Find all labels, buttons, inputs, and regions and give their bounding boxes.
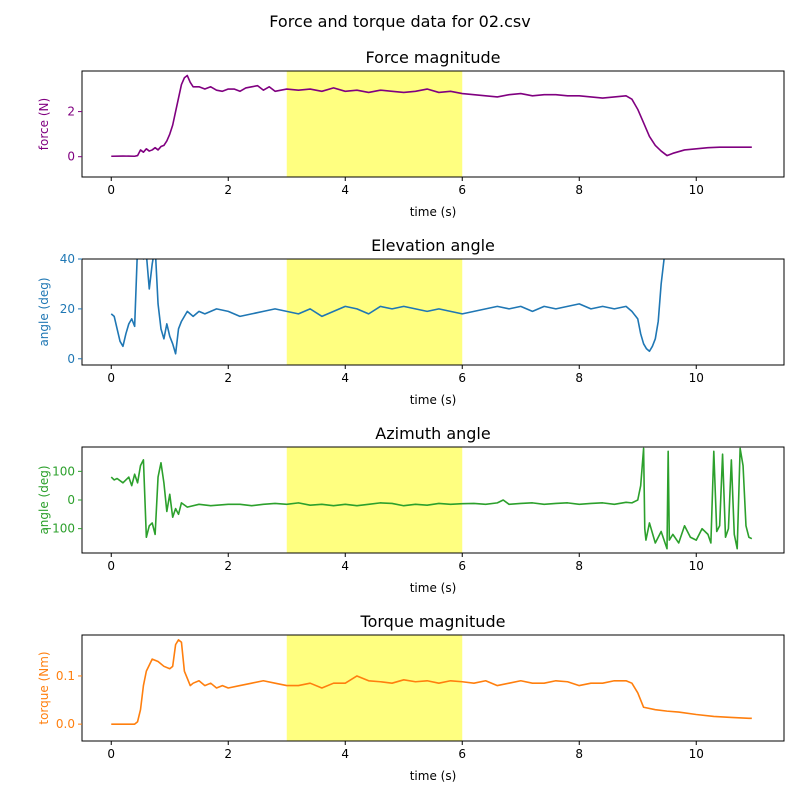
y-tick-label: 0 [67, 150, 75, 164]
x-tick-label: 2 [224, 371, 232, 385]
plot-frame [81, 258, 785, 366]
x-tick-label: 0 [107, 747, 115, 761]
x-tick-label: 10 [689, 747, 704, 761]
subplot-3: Azimuth angle 0 2 4 6 8 10 time (s) 100 0 −100angl… [37, 424, 785, 595]
plot-frame [81, 70, 785, 178]
y-tick-label: 40 [60, 252, 75, 266]
series-line-1 [110, 259, 665, 355]
y-tick-label: 20 [60, 302, 75, 316]
subplot-title: Torque magnitude [360, 612, 506, 631]
x-axis-label: time (s) [410, 769, 457, 783]
y-tick-label: 0.1 [56, 669, 75, 683]
x-axis-label: time (s) [410, 581, 457, 595]
x-tick-label: 0 [107, 183, 115, 197]
x-tick-label: 0 [107, 559, 115, 573]
y-tick-label: 100 [52, 464, 75, 478]
x-tick-label: 6 [458, 559, 466, 573]
x-tick-label: 2 [224, 183, 232, 197]
x-tick-label: 0 [107, 371, 115, 385]
y-axis-label: force (N) [37, 98, 51, 150]
highlight-span [286, 71, 463, 177]
x-tick-label: 4 [341, 183, 349, 197]
y-tick-label: −100 [42, 522, 75, 536]
x-tick-label: 10 [689, 559, 704, 573]
subplot-2: Elevation angle 0 2 4 6 8 10 time (s) 0 20 40 angle… [37, 236, 785, 407]
x-tick-label: 2 [224, 559, 232, 573]
x-tick-label: 8 [575, 559, 583, 573]
y-tick-label: 0.0 [56, 717, 75, 731]
subplot-4: Torque magnitude 0 2 4 6 8 10 time (s) 0.0 0.1 tor… [37, 612, 785, 783]
y-axis-label: angle (deg) [37, 277, 51, 346]
subplot-1: Force magnitude 0 2 4 6 8 10 time (s) 0 2 force (N… [37, 48, 785, 219]
x-tick-label: 6 [458, 183, 466, 197]
x-tick-label: 8 [575, 371, 583, 385]
series-line-1 [111, 639, 752, 725]
x-tick-label: 10 [689, 371, 704, 385]
series-line-1 [111, 74, 752, 158]
subplot-title: Azimuth angle [375, 424, 490, 443]
x-tick-label: 10 [689, 183, 704, 197]
x-tick-label: 6 [458, 747, 466, 761]
y-tick-label: 0 [67, 493, 75, 507]
x-tick-label: 8 [575, 183, 583, 197]
series-line-1 [110, 447, 753, 550]
highlight-span [286, 259, 463, 365]
subplot-title: Elevation angle [371, 236, 495, 255]
x-tick-label: 2 [224, 747, 232, 761]
x-tick-label: 8 [575, 747, 583, 761]
x-tick-label: 4 [341, 371, 349, 385]
y-axis-label: angle (deg) [37, 465, 51, 534]
highlight-span [286, 447, 463, 553]
subplot-title: Force magnitude [366, 48, 501, 67]
highlight-span [286, 635, 463, 741]
figure-suptitle: Force and torque data for 02.csv [269, 12, 531, 31]
x-axis-label: time (s) [410, 393, 457, 407]
y-tick-label: 2 [67, 105, 75, 119]
x-tick-label: 6 [458, 371, 466, 385]
x-axis-label: time (s) [410, 205, 457, 219]
y-tick-label: 0 [67, 352, 75, 366]
plot-frame [81, 634, 785, 742]
x-tick-label: 4 [341, 559, 349, 573]
x-tick-label: 4 [341, 747, 349, 761]
y-axis-label: torque (Nm) [37, 651, 51, 724]
